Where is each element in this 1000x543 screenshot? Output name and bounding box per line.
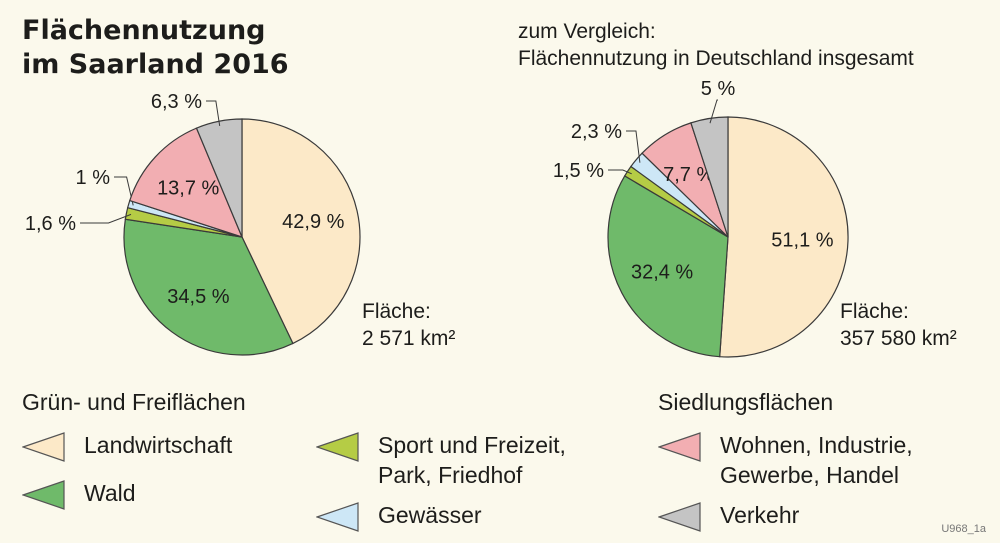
comparison-caption-line2: Flächennutzung in Deutschland insgesamt <box>518 47 914 70</box>
legend-heading-settlement: Siedlungsflächen <box>658 389 834 415</box>
slice-label-wohnen: 13,7 % <box>157 177 219 199</box>
legend-item-gewaesser: Gewässer <box>316 500 482 532</box>
pie-slice-wald <box>607 175 729 358</box>
slice-label-wohnen: 7,7 % <box>663 164 714 186</box>
legend-item-verkehr: Verkehr <box>658 500 799 532</box>
legend-label-verkehr: Verkehr <box>720 502 800 528</box>
pie-slice-wald <box>123 218 294 356</box>
leader-line-gewaesser <box>626 130 641 163</box>
wohnen-swatch-icon <box>658 432 701 462</box>
leader-line-verkehr <box>206 100 221 126</box>
slice-label-sport: 1,6 % <box>25 213 76 235</box>
gewaesser-swatch-icon <box>316 502 359 532</box>
area-deutschland-label: Fläche: <box>840 300 909 323</box>
slice-label-verkehr: 5 % <box>701 78 736 100</box>
area-deutschland: Fläche: 357 580 km² <box>840 298 957 352</box>
legend-label-sport: Sport und Freizeit, Park, Friedhof <box>378 432 566 488</box>
area-saarland-value: 2 571 km² <box>362 327 456 350</box>
area-deutschland-value: 357 580 km² <box>840 327 957 350</box>
legend-label-gewaesser: Gewässer <box>378 502 482 528</box>
pie-slice-landwirtschaft <box>241 118 361 345</box>
verkehr-swatch-icon <box>658 502 701 532</box>
area-saarland-label: Fläche: <box>362 300 431 323</box>
figure-code: U968_1a <box>941 523 986 535</box>
legend-label-wald: Wald <box>84 480 136 506</box>
chart-title-line1: Flächennutzung <box>22 15 266 46</box>
legend-item-landwirtschaft: Landwirtschaft <box>22 430 232 462</box>
sport-swatch-icon <box>316 432 359 462</box>
slice-label-wald: 34,5 % <box>167 286 229 308</box>
slice-label-verkehr: 6,3 % <box>151 91 202 113</box>
legend-heading-green: Grün- und Freiflächen <box>22 389 246 415</box>
chart-title-line2: im Saarland 2016 <box>22 49 289 80</box>
chart-title: Flächennutzung im Saarland 2016 <box>22 14 289 82</box>
leader-line-sport <box>80 213 132 224</box>
pie-slice-wohnen <box>129 127 244 238</box>
slice-label-gewaesser: 1 % <box>76 167 111 189</box>
leader-line-sport <box>608 169 632 175</box>
wald-swatch-icon <box>22 480 65 510</box>
slice-label-landwirtschaft: 51,1 % <box>771 230 833 252</box>
pie-chart-saarland: 42,9 % 34,5 % 1,6 % 1 % 13,7 % 6,3 % <box>25 91 361 356</box>
comparison-caption: zum Vergleich: Flächennutzung in Deutsch… <box>518 18 914 72</box>
leader-line-verkehr <box>709 99 718 124</box>
slice-label-gewaesser: 2,3 % <box>571 121 622 143</box>
area-saarland: Fläche: 2 571 km² <box>362 298 455 352</box>
landwirtschaft-swatch-icon <box>22 432 65 462</box>
legend-item-wohnen: Wohnen, Industrie, Gewerbe, Handel <box>658 430 913 490</box>
legend-item-wald: Wald <box>22 478 136 510</box>
slice-label-landwirtschaft: 42,9 % <box>282 211 344 233</box>
pie-slice-landwirtschaft <box>719 116 849 358</box>
legend-label-landwirtschaft: Landwirtschaft <box>84 432 233 458</box>
slice-label-sport: 1,5 % <box>553 160 604 182</box>
legend-label-wohnen: Wohnen, Industrie, Gewerbe, Handel <box>720 432 913 488</box>
pie-chart-deutschland: 51,1 % 32,4 % 1,5 % 2,3 % 7,7 % 5 % <box>553 78 849 358</box>
legend-item-sport: Sport und Freizeit, Park, Friedhof <box>316 430 566 490</box>
slice-label-wald: 32,4 % <box>631 262 693 284</box>
pie-slice-verkehr <box>690 116 729 238</box>
comparison-caption-line1: zum Vergleich: <box>518 20 656 43</box>
